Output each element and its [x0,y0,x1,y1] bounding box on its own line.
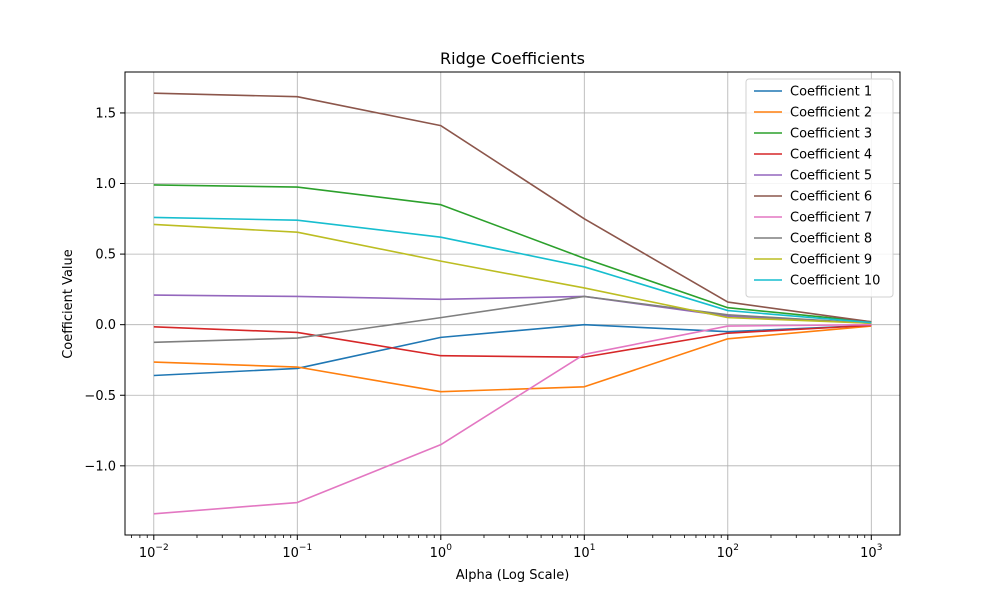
legend-item: Coefficient 10 [754,274,880,289]
x-tick-base: 10 [139,546,156,561]
x-tick-base: 10 [282,546,299,561]
legend-item: Coefficient 6 [754,190,872,205]
legend-item: Coefficient 2 [754,106,872,121]
y-tick-label: −1.0 [84,459,116,474]
series-line-coefficient-1 [153,323,872,377]
y-axis: −1.0 −0.5 0.0 0.5 1.0 1.5 [84,106,125,474]
legend-item: Coefficient 1 [754,85,872,100]
y-tick-label: 0.0 [95,318,116,333]
legend-item: Coefficient 5 [754,169,872,184]
x-tick-exponent: −1 [299,543,312,553]
x-tick-label: 103 [860,543,882,561]
series-line-coefficient-2 [153,325,872,393]
y-tick-label: 0.5 [95,248,116,263]
x-tick-label: 10−1 [282,543,312,561]
series-line-coefficient-6 [153,92,872,323]
legend-item: Coefficient 8 [754,232,872,247]
series-line-coefficient-4 [153,324,872,358]
legend-label: Coefficient 3 [790,127,872,142]
legend: Coefficient 1 Coefficient 2 Coefficient 3 C… [745,78,894,298]
legend-item: Coefficient 9 [754,253,872,268]
series-line-coefficient-7 [153,323,872,515]
series-line-coefficient-9 [153,223,872,325]
legend-label: Coefficient 9 [790,253,872,268]
x-tick-label: 102 [717,543,739,561]
legend-item: Coefficient 3 [754,127,872,142]
chart-title: Ridge Coefficients [440,49,585,68]
x-tick-label: 100 [430,543,453,561]
legend-label: Coefficient 5 [790,169,872,184]
y-tick-label: −0.5 [84,389,116,404]
legend-label: Coefficient 1 [790,85,872,100]
x-axis-title: Alpha (Log Scale) [456,568,570,583]
y-axis-title: Coefficient Value [61,249,76,359]
legend-item: Coefficient 4 [754,148,872,163]
x-tick-exponent: 1 [590,543,596,553]
legend-label: Coefficient 6 [790,190,872,205]
legend-label: Coefficient 7 [790,211,872,226]
x-tick-exponent: 0 [446,543,452,553]
legend-item: Coefficient 7 [754,211,872,226]
series-lines [153,92,872,515]
legend-label: Coefficient 10 [790,274,880,289]
series-line-coefficient-10 [153,216,872,324]
x-tick-exponent: 3 [877,543,883,553]
legend-box [745,78,894,298]
legend-label: Coefficient 8 [790,232,872,247]
x-tick-base: 10 [430,546,447,561]
y-tick-label: 1.5 [95,106,116,121]
axes-frame [124,71,901,536]
legend-label: Coefficient 4 [790,148,872,163]
x-tick-label: 10−2 [139,543,169,561]
legend-label: Coefficient 2 [790,106,872,121]
x-axis: 10−2 10−1 100 101 102 103 [131,535,882,561]
x-tick-base: 10 [717,546,734,561]
x-tick-label: 101 [573,543,595,561]
series-line-coefficient-8 [153,295,872,344]
x-tick-exponent: −2 [155,543,168,553]
x-tick-base: 10 [573,546,590,561]
series-line-coefficient-3 [153,184,872,323]
x-tick-base: 10 [860,546,877,561]
x-tick-exponent: 2 [733,543,739,553]
series-line-coefficient-5 [153,294,872,325]
y-tick-label: 1.0 [95,177,116,192]
